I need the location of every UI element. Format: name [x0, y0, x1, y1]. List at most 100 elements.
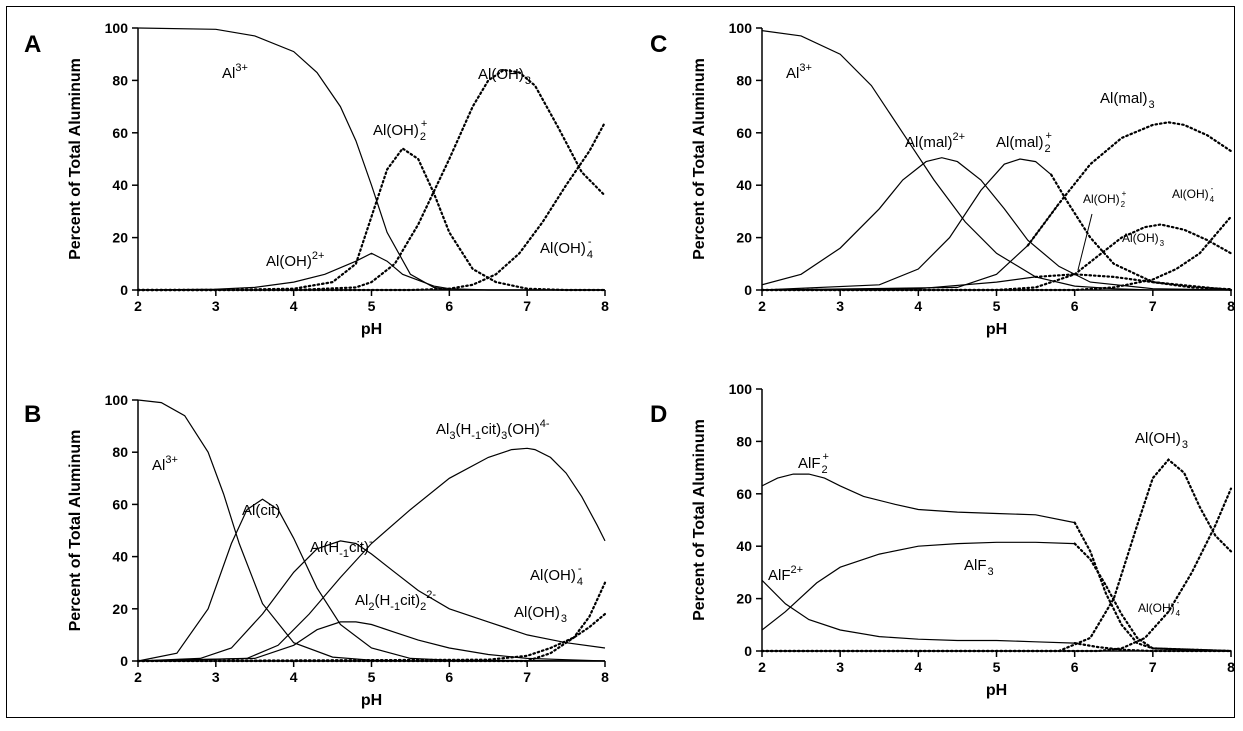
- panel-a-series-aloh4: [136, 121, 607, 292]
- panel-b-label-al3: Al3+: [152, 454, 178, 474]
- panel-b-label-al2hcit2-part-0: Al: [355, 592, 368, 609]
- panel-a-label-aloh2: Al(OH)2+: [266, 250, 324, 270]
- panel-a-label-al3: Al3+: [222, 62, 248, 82]
- panel-d-series-alf3-solid: [761, 541, 1075, 631]
- panel-d-label-aloh4: Al(OH) 4 -: [1138, 598, 1181, 618]
- panel-a-y-tick-label-2: 40: [112, 177, 128, 193]
- panel-d-y-axis-title: Percent of Total Aluminum: [691, 419, 708, 621]
- panel-c-x-tick-label-0: 2: [758, 298, 766, 314]
- panel-b-x-tick-label-2: 4: [290, 669, 298, 685]
- panel-b-label-aloh3-sub: 3: [561, 613, 567, 625]
- panel-c-y-tick-label-4: 80: [736, 72, 752, 88]
- panel-c-label-almal2-sub: 2: [1045, 143, 1051, 155]
- panel-b-x-tick-label-4: 6: [445, 669, 453, 685]
- panel-c-series-almal3-dotted: [1026, 121, 1233, 247]
- panel-c-label-almal3: Al(mal) 3: [1100, 90, 1155, 111]
- panel-a-x-tick-label-1: 3: [212, 298, 220, 314]
- panel-a-x-axis-title: pH: [361, 321, 382, 338]
- panel-c-x-axis-title: pH: [986, 321, 1007, 338]
- panel-d-label-aloh3-sub: 3: [1182, 439, 1188, 451]
- panel-d-series-aloh3: [760, 458, 1233, 653]
- panel-a-label-alohp-base: Al(OH): [373, 122, 419, 139]
- panel-d-x-tick-label-0: 2: [758, 659, 766, 675]
- panel-c-label-aloh4: Al(OH) 4 -: [1172, 184, 1215, 204]
- panel-b-label-alhcit-part-1: -1: [339, 548, 349, 560]
- panel-b-series-alhcit: [137, 540, 606, 662]
- panel-b-label-al3-part-1: 3+: [165, 454, 178, 466]
- panel-b-label-alhcit-part-0: Al(H: [310, 539, 339, 556]
- panel-a-series-aloh2: [137, 252, 605, 291]
- panel-b-series-al3hcit3: [137, 447, 606, 662]
- panel-c-letter: C: [650, 31, 667, 58]
- panel-b-label-al3hcit3-part-0: Al: [436, 421, 449, 438]
- panel-c-y-tick-label-0: 0: [744, 282, 752, 298]
- panel-c-label-aloh3-base: Al(OH): [1122, 231, 1159, 245]
- panel-d-label-aloh3: Al(OH) 3: [1135, 430, 1188, 451]
- panel-c-series-aloh4: [760, 215, 1233, 292]
- panel-b-label-aloh3-base: Al(OH): [514, 604, 560, 621]
- panel-b-x-tick-label-6: 8: [601, 669, 609, 685]
- panel-d-y-tick-label-3: 60: [736, 486, 752, 502]
- panel-d-label-alf3: AlF 3: [964, 557, 994, 578]
- panel-b-series-aloh3: [136, 612, 607, 663]
- panel-c-label-almal2-base: Al(mal): [996, 134, 1044, 151]
- panel-b-label-aloh4-sub: 4: [577, 576, 583, 588]
- panel-d-label-alf2p-part-1: 2+: [791, 564, 804, 576]
- panel-b-y-tick-label-4: 80: [112, 444, 128, 460]
- panel-c-x-tick-label-6: 8: [1227, 298, 1235, 314]
- panel-b-label-aloh4-base: Al(OH): [530, 567, 576, 584]
- panel-d-label-aloh3-base: Al(OH): [1135, 430, 1181, 447]
- panel-b-x-tick-label-0: 2: [134, 669, 142, 685]
- panel-b-label-al2hcit2-part-1: 2: [368, 601, 374, 613]
- panel-a-label-aloh3: Al(OH) 3: [478, 66, 531, 87]
- panel-d-y-tick-label-5: 100: [729, 381, 753, 397]
- panel-b-series-al2hcit2: [137, 621, 606, 662]
- panel-d-letter: D: [650, 401, 667, 428]
- panel-d-label-alf2-base: AlF: [798, 455, 821, 472]
- panel-b-label-al2hcit2-part-4: cit): [400, 592, 420, 609]
- panel-b-label-al2hcit2-part-2: (H: [374, 592, 390, 609]
- panel-d-series-alf2p-solid: [761, 579, 1075, 644]
- panel-a-x-tick-label-4: 6: [445, 298, 453, 314]
- panel-c-y-tick-label-2: 40: [736, 177, 752, 193]
- panel-b-label-al3hcit3-part-2: (H: [455, 421, 471, 438]
- panel-d-series-alf3-dotted: [1073, 542, 1233, 653]
- panel-d-y-tick-label-0: 0: [744, 643, 752, 659]
- panel-d-label-aloh4-base: Al(OH): [1138, 601, 1175, 615]
- panel-b-x-tick-label-1: 3: [212, 669, 220, 685]
- panel-a-y-tick-label-3: 60: [112, 125, 128, 141]
- panel-a-label-alohp: Al(OH) 2+: [373, 118, 427, 143]
- panel-c-label-alohp-pointer: [1077, 213, 1093, 271]
- panel-c-label-al3-part-1: 3+: [799, 62, 812, 74]
- panel-a-label-al3-part-1: 3+: [235, 62, 248, 74]
- panel-c-series-al3: [761, 30, 1231, 291]
- panel-c-label-alohp-sup: +: [1122, 189, 1127, 198]
- panel-b-label-alcit-part-0: Al(cit): [242, 502, 280, 519]
- panel-d-series-alf2-solid: [761, 473, 1075, 524]
- panel-b-label-al3hcit3-part-7: 4-: [540, 418, 550, 430]
- panel-a-label-aloh3-base: Al(OH): [478, 66, 524, 83]
- panel-a-label-aloh2-part-0: Al(OH): [266, 253, 312, 270]
- panel-c-label-almal3-sub: 3: [1149, 99, 1155, 111]
- panel-d-label-alf2-sub: 2: [822, 464, 828, 476]
- panel-d-label-alf2p-part-0: AlF: [768, 567, 791, 584]
- panel-b-label-alhcit-part-3: -: [369, 536, 373, 548]
- panel-a-label-alohp-sup: +: [421, 118, 427, 130]
- panel-a-x-tick-label-5: 7: [523, 298, 531, 314]
- panel-b-x-tick-label-5: 7: [523, 669, 531, 685]
- panel-d-label-alf2: AlF 2+: [798, 451, 829, 476]
- panel-c-label-aloh4-sub: 4: [1210, 195, 1215, 204]
- panel-b-y-tick-label-0: 0: [120, 653, 128, 669]
- panel-b-x-tick-label-3: 5: [368, 669, 376, 685]
- panel-a-label-aloh3-sub: 3: [525, 75, 531, 87]
- panel-b-label-al3hcit3-part-1: 3: [449, 430, 455, 442]
- panel-b-label-alhcit: Al(H-1cit)-: [310, 536, 373, 560]
- panel-c-label-aloh4-base: Al(OH): [1172, 187, 1209, 201]
- panel-a-y-axis-title: Percent of Total Aluminum: [67, 58, 84, 260]
- panel-a-series-alohp: [136, 146, 607, 292]
- panel-c-x-tick-label-4: 6: [1071, 298, 1079, 314]
- panel-b-label-al2hcit2: Al2(H-1cit)22-: [355, 589, 436, 613]
- panel-d-label-alf3-sub: 3: [988, 566, 994, 578]
